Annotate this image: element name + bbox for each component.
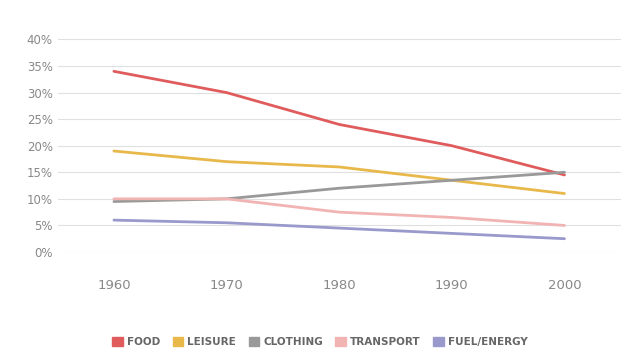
Legend: FOOD, LEISURE, CLOTHING, TRANSPORT, FUEL/ENERGY: FOOD, LEISURE, CLOTHING, TRANSPORT, FUEL… — [108, 333, 532, 351]
Text: 1970: 1970 — [210, 279, 243, 292]
Text: 2000: 2000 — [548, 279, 581, 292]
Text: 1980: 1980 — [323, 279, 356, 292]
Text: 1990: 1990 — [435, 279, 468, 292]
Text: 1960: 1960 — [97, 279, 131, 292]
